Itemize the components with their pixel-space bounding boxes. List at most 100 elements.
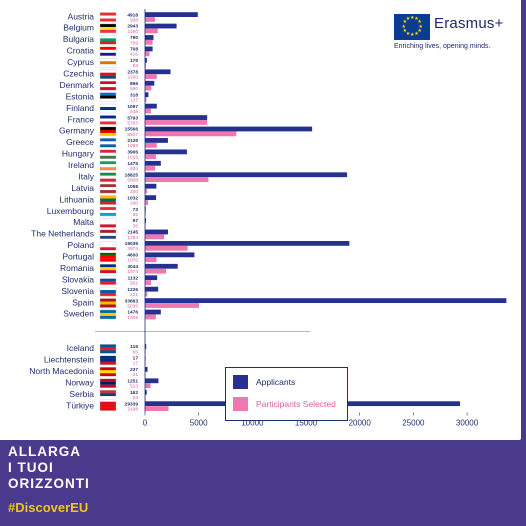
bar-selected-ireland [145,165,156,171]
flag-poland-border [99,241,117,251]
flag-estonia-band-3 [100,98,116,102]
applicants-value-north-macedonia: 237 [130,367,138,373]
flag-spain-band-3 [100,304,116,308]
flag-north-macedonia-band-1 [100,367,116,371]
bar-selected-france [145,120,208,125]
flag-romania-band-3 [100,270,116,274]
bar-applicants-romania [145,263,178,269]
eu-flag-star-icon: ★ [417,27,422,34]
eu-flag-star-icon: ★ [414,30,419,37]
bar-applicants-italy [145,172,348,178]
flag-slovenia-band-3 [100,293,116,297]
flag-slovenia-band-2 [100,290,116,294]
bar-selected-the-netherlands [145,234,165,240]
flag-malta-border [99,218,117,228]
flag-poland-band-2 [100,244,116,248]
applicants-value-poland: 19039 [125,241,139,247]
flag-czechia-border [99,69,117,79]
applicants-value-luxembourg: 73 [133,207,139,213]
flag-finland-band-1 [100,104,116,108]
flag-croatia-band-2 [100,49,116,53]
bar-selected-romania [145,268,167,274]
eu-flag-star-icon: ★ [402,19,408,26]
selected-value-north-macedonia: 21 [133,372,139,378]
country-label-czechia: Czechia [63,69,94,79]
flag-france-band-1 [100,115,116,119]
flag-bulgaria-band-1 [100,35,116,39]
selected-value-liechtenstein: 17 [133,361,139,367]
country-label-north-macedonia: North Macedonia [29,366,94,376]
bar-applicants-finland [145,103,157,109]
flag-greece-band-3 [100,144,116,148]
flag-denmark-border [99,80,117,91]
bar-selected-norway [145,383,151,389]
flag-slovakia-band-3 [100,281,116,285]
applicants-value-estonia: 318 [130,92,138,98]
flag-austria-border [99,12,117,22]
country-label-liechtenstein: Liechtenstein [44,355,94,365]
applicants-value-norway: 1251 [127,379,138,385]
country-label-iceland: Iceland [67,343,95,353]
chart-legend: Applicants Participants Selected [225,367,348,421]
flag-north-macedonia-band-2 [100,370,116,374]
applicants-value-liechtenstein: 17 [133,356,139,362]
flag-latvia-border [99,183,117,194]
country-label-hungary: Hungary [62,149,95,159]
applicants-value-czechia: 2378 [127,70,138,76]
bar-applicants-bulgaria [145,35,154,40]
selected-value-the-netherlands: 1784 [127,235,138,241]
bar-selected-finland [145,108,151,114]
selected-value-poland: 3974 [127,246,138,252]
flag-serbia-band-1 [100,390,116,394]
flag-denmark-band-3 [100,87,116,91]
x-tick-label-2: 10000 [241,419,264,428]
selected-value-germany: 8507 [127,132,138,138]
flag-lithuania-band-2 [100,198,116,202]
applicants-value-sweden: 1476 [127,310,138,316]
flag-ireland-border [99,161,117,171]
bar-selected-lithuania [145,200,149,205]
selected-value-serbia: 23 [133,395,139,401]
x-tick-label-4: 20000 [349,419,372,428]
eu-flag-star-icon: ★ [405,30,411,37]
eu-flag-star-icon: ★ [410,32,415,38]
selected-value-greece: 1099 [127,143,138,149]
applicants-value-france: 5793 [127,115,138,121]
applicants-value-spain: 33663 [125,298,139,304]
flag-spain-band-2 [100,301,116,305]
selected-value-czechia: 1100 [128,75,139,81]
flag-ireland-band-3 [100,167,116,171]
selected-value-iceland: 65 [133,349,139,355]
bar-applicants-sweden [145,309,161,315]
flag-cyprus-band-3 [100,64,116,68]
flag-iceland-band-1 [100,344,116,348]
legend-label-applicants: Applicants [256,377,296,387]
flag-portugal-band-3 [100,258,116,262]
selected-value-luxembourg: 65 [133,212,139,218]
country-label-denmark: Denmark [60,80,95,90]
bar-applicants-estonia [145,92,149,98]
eu-flag-star-icon: ★ [414,16,419,23]
campaign-title-line-3: ORIZZONTI [8,476,90,491]
selected-value-sweden: 1009 [127,315,138,321]
bar-selected-austria [145,17,156,22]
flag-czechia-band-2 [100,72,116,76]
flag-spain-band-1 [100,298,116,302]
selected-value-bulgaria: 709 [130,40,138,46]
flag-greece-band-2 [100,141,116,145]
flag-poland-band-3 [100,247,116,251]
bar-selected-latvia [145,188,148,194]
eu-flag-star-icon: ★ [402,27,408,34]
flag-malta-band-3 [100,224,116,228]
selected-value-estonia: 137 [130,97,138,103]
applicants-value-denmark: 866 [130,81,138,87]
bar-applicants-lithuania [145,195,157,201]
flag-france-band-2 [100,118,116,122]
flag-cyprus-band-2 [100,61,116,65]
flag-hungary-band-1 [100,149,116,153]
applicants-value-serbia: 162 [130,390,138,396]
flag-bulgaria-border [99,35,117,45]
bar-selected-cyprus [145,62,146,68]
flag-luxembourg-border [99,206,117,217]
